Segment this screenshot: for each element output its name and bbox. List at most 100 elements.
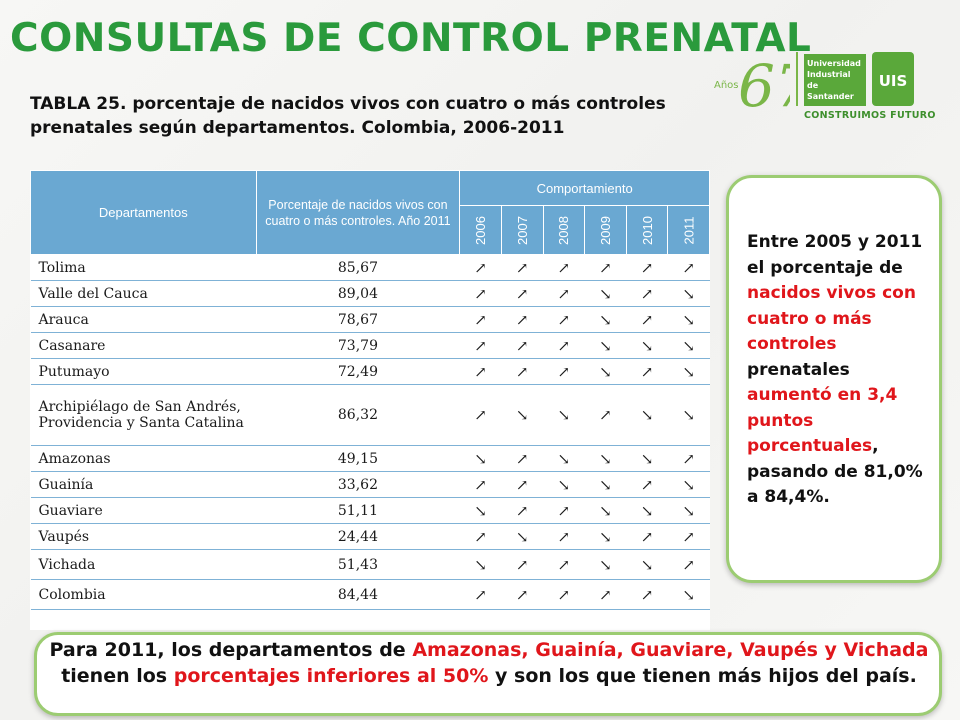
trend-up-arrow-icon: ↗ (501, 332, 543, 359)
university-line: Industrial de (807, 70, 851, 90)
trend-up-arrow-icon: ↗ (543, 280, 585, 307)
highlight-text: Amazonas, Guainía, Guaviare, Vaupés y Vi… (412, 639, 929, 661)
cell-departamento: Archipiélago de San Andrés, Providencia … (30, 384, 257, 446)
trend-up-arrow-icon: ↗ (501, 579, 543, 610)
prenatal-controls-table: Departamentos Porcentaje de nacidos vivo… (30, 170, 710, 610)
cell-porcentaje: 49,15 (256, 445, 460, 472)
cell-porcentaje: 33,62 (256, 471, 460, 498)
summary-callout-box: Entre 2005 y 2011 el porcentaje de nacid… (726, 175, 942, 583)
uis-logo: Años 67 Universidad Industrial de Santan… (712, 48, 952, 128)
cell-departamento: Tolima (30, 254, 257, 281)
trend-down-arrow-icon: ↘ (584, 471, 627, 498)
trend-down-arrow-icon: ↘ (501, 384, 543, 446)
trend-down-arrow-icon: ↘ (626, 549, 668, 580)
trend-up-arrow-icon: ↗ (626, 471, 668, 498)
uis-mark-text: UIS (879, 72, 908, 90)
trend-down-arrow-icon: ↘ (667, 280, 710, 307)
trend-down-arrow-icon: ↘ (459, 497, 502, 524)
trend-down-arrow-icon: ↘ (667, 358, 710, 385)
header-comportamiento: Comportamiento (459, 170, 710, 206)
table-row: Putumayo 72,49 ↗ ↗ ↗ ↘ ↗ ↘ (30, 358, 710, 385)
cell-departamento: Vichada (30, 549, 257, 580)
trend-down-arrow-icon: ↘ (584, 280, 627, 307)
trend-up-arrow-icon: ↗ (459, 358, 502, 385)
trend-down-arrow-icon: ↘ (584, 358, 627, 385)
cell-departamento: Vaupés (30, 523, 257, 550)
cell-departamento: Valle del Cauca (30, 280, 257, 307)
trend-up-arrow-icon: ↗ (626, 358, 668, 385)
cell-porcentaje: 24,44 (256, 523, 460, 550)
trend-up-arrow-icon: ↗ (459, 280, 502, 307)
trend-up-arrow-icon: ↗ (626, 254, 668, 281)
body-text: Entre 2005 y 2011 el porcentaje de (747, 232, 923, 278)
body-text: prenatales (747, 359, 850, 380)
body-text: , pasando de 81,0% a 84,4%. (747, 436, 923, 507)
trend-down-arrow-icon: ↘ (626, 332, 668, 359)
cell-departamento: Colombia (30, 579, 257, 610)
trend-up-arrow-icon: ↗ (626, 523, 668, 550)
cell-porcentaje: 51,43 (256, 549, 460, 580)
trend-down-arrow-icon: ↘ (543, 445, 585, 472)
table-row: Valle del Cauca 89,04 ↗ ↗ ↗ ↘ ↗ ↘ (30, 280, 710, 307)
table-row: Archipiélago de San Andrés, Providencia … (30, 384, 710, 446)
highlight-text: nacidos vivos con cuatro o más controles (747, 283, 916, 354)
trend-up-arrow-icon: ↗ (459, 384, 502, 446)
trend-up-arrow-icon: ↗ (667, 254, 710, 281)
trend-up-arrow-icon: ↗ (584, 579, 627, 610)
trend-down-arrow-icon: ↘ (584, 497, 627, 524)
trend-down-arrow-icon: ↘ (584, 523, 627, 550)
university-line: Santander (807, 92, 854, 101)
trend-up-arrow-icon: ↗ (501, 254, 543, 281)
anos-number: 67 (738, 52, 790, 112)
trend-down-arrow-icon: ↘ (584, 332, 627, 359)
trend-down-arrow-icon: ↘ (667, 306, 710, 333)
cell-departamento: Guaviare (30, 497, 257, 524)
trend-down-arrow-icon: ↘ (543, 384, 585, 446)
trend-up-arrow-icon: ↗ (543, 579, 585, 610)
trend-down-arrow-icon: ↘ (543, 471, 585, 498)
anos-label: Años (714, 80, 739, 91)
trend-up-arrow-icon: ↗ (543, 523, 585, 550)
logo-divider (796, 52, 798, 106)
table-row: Colombia 84,44 ↗ ↗ ↗ ↗ ↗ ↘ (30, 579, 710, 610)
trend-up-arrow-icon: ↗ (501, 549, 543, 580)
body-text: tienen los (61, 665, 174, 687)
trend-up-arrow-icon: ↗ (459, 306, 502, 333)
university-line: Universidad (807, 59, 861, 68)
anniversary-67-logo: Años 67 (714, 52, 790, 112)
cell-departamento: Guainía (30, 471, 257, 498)
table-row: Casanare 73,79 ↗ ↗ ↗ ↘ ↘ ↘ (30, 332, 710, 359)
header-departamentos: Departamentos (30, 170, 257, 255)
table-row: Guaviare 51,11 ↘ ↗ ↗ ↘ ↘ ↘ (30, 497, 710, 524)
header-year: 2011 (667, 205, 710, 255)
trend-up-arrow-icon: ↗ (501, 471, 543, 498)
trend-up-arrow-icon: ↗ (543, 332, 585, 359)
trend-up-arrow-icon: ↗ (626, 306, 668, 333)
trend-up-arrow-icon: ↗ (543, 306, 585, 333)
data-table-image: Departamentos Porcentaje de nacidos vivo… (30, 170, 710, 630)
university-name: Universidad Industrial de Santander (804, 54, 866, 106)
trend-up-arrow-icon: ↗ (459, 523, 502, 550)
trend-up-arrow-icon: ↗ (459, 471, 502, 498)
trend-down-arrow-icon: ↘ (626, 497, 668, 524)
cell-porcentaje: 78,67 (256, 306, 460, 333)
cell-porcentaje: 85,67 (256, 254, 460, 281)
trend-down-arrow-icon: ↘ (459, 549, 502, 580)
trend-down-arrow-icon: ↘ (501, 523, 543, 550)
trend-up-arrow-icon: ↗ (543, 254, 585, 281)
table-row: Vichada 51,43 ↘ ↗ ↗ ↘ ↘ ↗ (30, 549, 710, 580)
trend-up-arrow-icon: ↗ (667, 549, 710, 580)
trend-down-arrow-icon: ↘ (667, 332, 710, 359)
trend-down-arrow-icon: ↘ (626, 384, 668, 446)
trend-down-arrow-icon: ↘ (626, 445, 668, 472)
header-year: 2007 (500, 205, 544, 255)
trend-up-arrow-icon: ↗ (667, 445, 710, 472)
header-year: 2009 (584, 205, 627, 255)
header-porcentaje: Porcentaje de nacidos vivos con cuatro o… (255, 170, 461, 255)
trend-down-arrow-icon: ↘ (459, 445, 502, 472)
cell-porcentaje: 86,32 (256, 384, 460, 446)
cell-departamento: Putumayo (30, 358, 257, 385)
trend-up-arrow-icon: ↗ (501, 445, 543, 472)
header-year: 2008 (542, 205, 586, 255)
header-year: 2006 (459, 205, 502, 255)
